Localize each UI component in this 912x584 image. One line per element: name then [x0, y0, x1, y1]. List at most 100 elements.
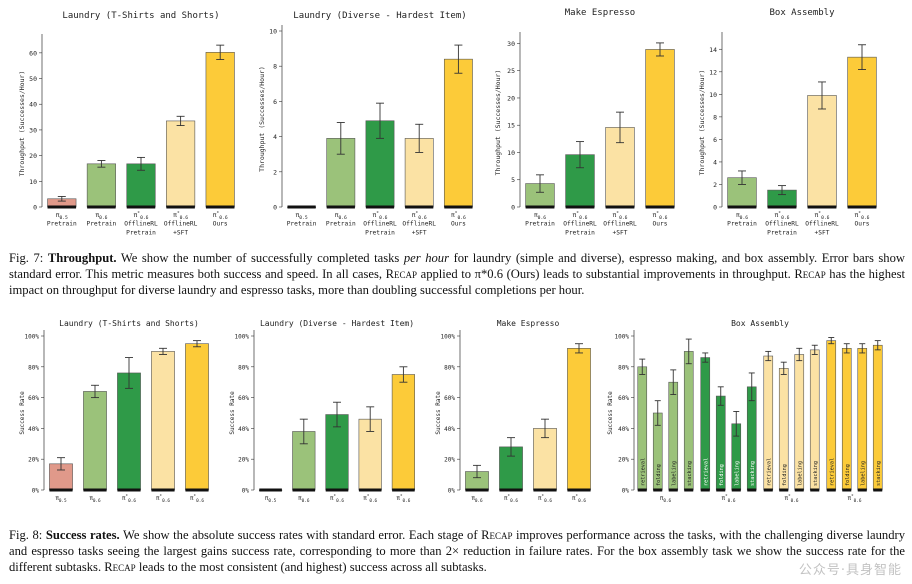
- x-tick-label: π*0.6: [173, 211, 188, 222]
- bar-base: [166, 205, 195, 209]
- y-tick-label: 20%: [444, 457, 455, 464]
- y-tick-label: 4: [273, 133, 277, 141]
- subtask-label: retrieval: [703, 458, 709, 486]
- subtask-label: retrieval: [829, 458, 835, 486]
- x-tick-label: π0.6: [736, 212, 748, 221]
- bar-base: [857, 488, 867, 492]
- caption-7-text-3: applied to π*0.6 (Ours) leads to substan…: [417, 267, 795, 281]
- x-tick-label: π*0.6: [572, 494, 586, 505]
- bar: [205, 52, 235, 208]
- x-tick-label: Ours: [213, 221, 228, 228]
- x-tick-label: π0.6: [298, 496, 310, 504]
- bar-base: [365, 205, 395, 209]
- bar: [117, 372, 141, 491]
- bar-base: [842, 488, 852, 492]
- bar: [645, 49, 675, 208]
- bar-base: [49, 488, 73, 492]
- bar-base: [405, 205, 434, 209]
- x-tick-label: π*0.6: [613, 211, 628, 222]
- x-tick-label: OfflineRL: [164, 221, 198, 228]
- y-tick-label: 2: [273, 168, 277, 176]
- y-tick-label: 20: [29, 152, 37, 160]
- x-tick-label: Pretrain: [727, 221, 757, 228]
- y-tick-label: 60%: [238, 395, 249, 402]
- bar-base: [763, 488, 773, 492]
- y-tick-label: 10: [29, 178, 37, 186]
- caption-7-text-4: has the highest impact on throughput for…: [9, 267, 906, 297]
- bar-base: [47, 205, 77, 209]
- bar-base: [533, 488, 557, 492]
- y-tick-label: 100%: [615, 334, 630, 341]
- f8-chart-0: Laundry (T-Shirts and Shorts) Success Rat…: [19, 319, 209, 504]
- y-tick-label: 0%: [622, 488, 630, 495]
- bar-base: [873, 488, 883, 492]
- x-tick-label: π0.6: [534, 212, 546, 221]
- x-tick-label: OfflineRL: [363, 221, 397, 228]
- x-tick-label: π*0.6: [775, 211, 790, 222]
- x-tick-label: π*0.6: [538, 494, 552, 505]
- x-tick-label: Pretrain: [326, 221, 356, 228]
- figure-8-success-rates: Laundry (T-Shirts and Shorts) Success Rat…: [19, 319, 883, 505]
- y-tick-label: 60%: [618, 395, 629, 402]
- x-tick-label: π*0.6: [855, 211, 870, 222]
- chart-title: Box Assembly: [769, 8, 835, 18]
- y-tick-label: 20%: [238, 457, 249, 464]
- x-tick-label: π0.6: [89, 496, 101, 504]
- subtask-label: folding: [845, 464, 851, 486]
- x-tick-label: Pretrain: [565, 229, 595, 236]
- caption-7-recap-2: Recap: [794, 267, 826, 281]
- bar-base: [126, 205, 156, 209]
- y-tick-label: 60%: [28, 395, 39, 402]
- bar: [443, 58, 473, 208]
- bar-base: [731, 488, 741, 492]
- bar-base: [499, 488, 523, 492]
- y-tick-label: 50: [29, 75, 37, 83]
- y-tick-label: 0%: [448, 488, 456, 495]
- bar-base: [392, 488, 415, 492]
- y-axis-label: Success Rate: [435, 391, 442, 435]
- y-tick-label: 12: [709, 68, 717, 76]
- subtask-label: stacking: [687, 461, 693, 486]
- y-tick-label: 40: [29, 101, 37, 109]
- y-axis-label: Throughput (Successes/Hour): [258, 66, 266, 172]
- y-tick-label: 60: [29, 49, 37, 57]
- y-axis-label: Success Rate: [19, 391, 26, 435]
- x-tick-label: π*0.6: [848, 494, 862, 505]
- bar-base: [684, 488, 694, 492]
- bar-base: [727, 205, 757, 209]
- f7-chart-0: Laundry (T-Shirts and Shorts) Throughput …: [18, 11, 235, 236]
- bar-base: [747, 488, 757, 492]
- x-tick-label: π0.5: [55, 496, 67, 504]
- chart-title: Laundry (T-Shirts and Shorts): [59, 319, 199, 328]
- f8-chart-1: Laundry (Diverse - Hardest Item) Success …: [229, 319, 415, 504]
- bar-base: [810, 488, 820, 492]
- chart-title: Laundry (T-Shirts and Shorts): [62, 11, 219, 21]
- bar-base: [358, 488, 382, 492]
- bar: [83, 391, 107, 491]
- x-tick-label: +SFT: [412, 229, 427, 236]
- subtask-label: labeling: [797, 461, 803, 486]
- bar-base: [525, 205, 555, 209]
- subtask-label: folding: [656, 464, 662, 486]
- x-tick-label: +SFT: [173, 229, 188, 236]
- caption-7-italic: per hour: [403, 251, 450, 265]
- bar-base: [567, 488, 591, 492]
- y-tick-label: 6: [713, 136, 717, 144]
- bar-base: [83, 488, 107, 492]
- bar-base: [325, 488, 349, 492]
- x-tick-label: π*0.6: [785, 494, 799, 505]
- watermark: 公众号·具身智能: [798, 563, 902, 578]
- subtask-label: stacking: [813, 461, 819, 486]
- x-tick-label: Ours: [855, 221, 870, 228]
- y-tick-label: 10: [269, 28, 277, 36]
- y-axis-label: Throughput (Successes/Hour): [494, 70, 502, 176]
- bar-base: [716, 488, 726, 492]
- y-tick-label: 5: [511, 176, 515, 184]
- caption-8-text-2: improves performance across the tasks, w…: [9, 528, 905, 574]
- x-tick-label: OfflineRL: [124, 221, 158, 228]
- y-axis-label: Throughput (Successes/Hour): [698, 70, 706, 176]
- caption-8-text-3: leads to the most consistent (and highes…: [135, 560, 487, 574]
- bar-base: [205, 205, 235, 209]
- bar: [185, 343, 209, 491]
- y-tick-label: 25: [507, 67, 515, 75]
